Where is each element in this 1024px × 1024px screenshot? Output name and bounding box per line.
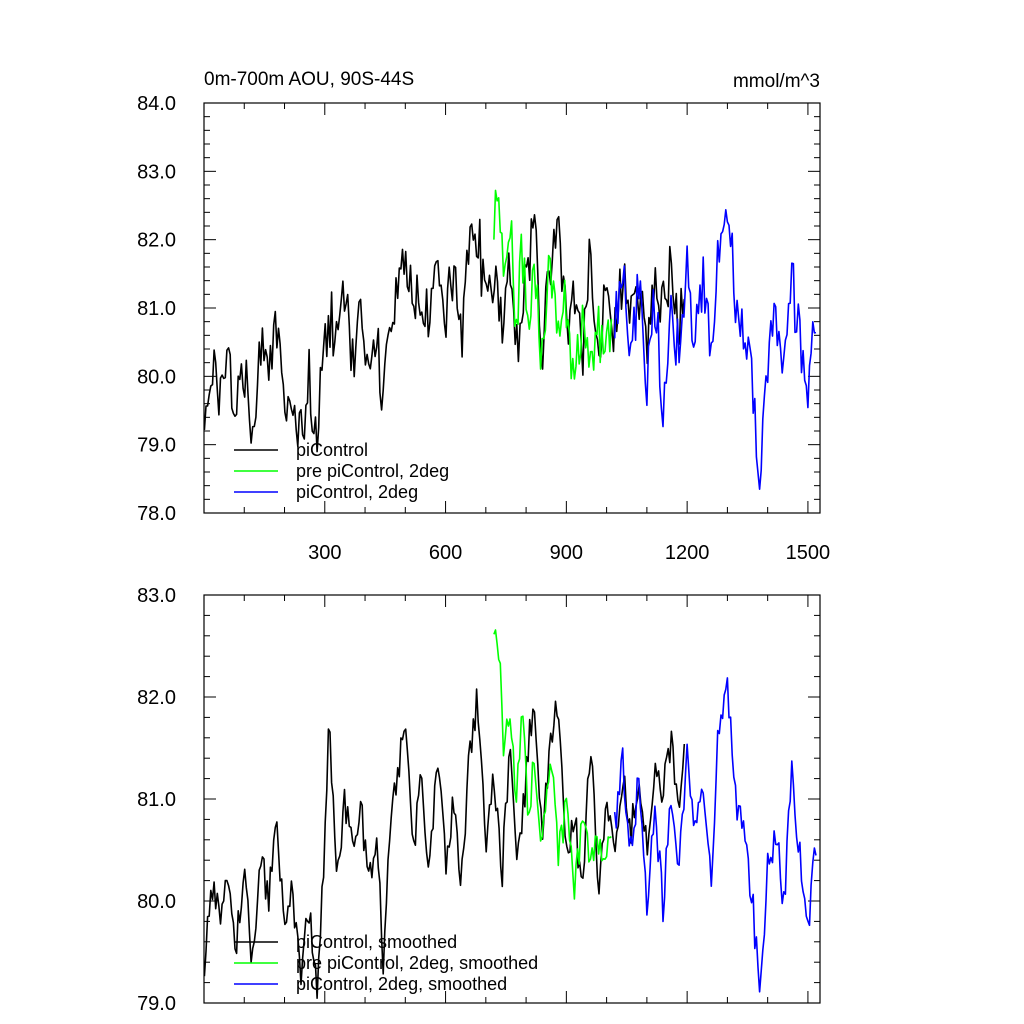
top-plot-area: 78.0 79.0 80.0 81.0 82.0 83.0 84.0 300 600 900 120…: [137, 93, 830, 564]
series-line-pre-picontrol-2deg: [493, 189, 613, 380]
top-panel: 0m-700m AOU, 90S-44S mmol/m^3 78.0 79.0 80…: [137, 69, 830, 564]
y-tick-label: 79.0: [137, 993, 176, 1015]
top-title-left: 0m-700m AOU, 90S-44S: [204, 69, 414, 90]
legend-label: piControl, smoothed: [296, 932, 457, 952]
y-tick-label: 83.0: [137, 585, 176, 607]
y-tick-label: 82.0: [137, 230, 176, 252]
y-tick-label: 80.0: [137, 891, 176, 913]
y-tick-label: 81.0: [137, 789, 176, 811]
top-title-right: mmol/m^3: [733, 71, 820, 92]
y-tick-label: 79.0: [137, 435, 176, 457]
series-line-picontrol-2deg-smoothed: [613, 677, 817, 993]
y-tick-label: 80.0: [137, 366, 176, 388]
y-tick-label: 81.0: [137, 298, 176, 320]
series-line-picontrol-2deg: [613, 209, 817, 490]
x-tick-label: 600: [429, 542, 462, 564]
legend-label: piControl, 2deg: [296, 482, 418, 502]
legend-label: piControl, 2deg, smoothed: [296, 974, 507, 994]
x-tick-label: 1200: [665, 542, 710, 564]
x-tick-label: 900: [550, 542, 583, 564]
x-tick-label: 1500: [786, 542, 831, 564]
x-tick-label: 300: [308, 542, 341, 564]
legend-label: pre piControl, 2deg, smoothed: [296, 953, 538, 973]
legend-label: piControl: [296, 440, 368, 460]
y-tick-label: 78.0: [137, 503, 176, 525]
series-line-pre-picontrol-2deg-smoothed: [493, 629, 612, 900]
y-tick-label: 83.0: [137, 161, 176, 183]
y-tick-label: 84.0: [137, 93, 176, 115]
series-line-picontrol-smoothed: [204, 688, 686, 999]
legend-label: pre piControl, 2deg: [296, 461, 449, 481]
y-tick-label: 82.0: [137, 687, 176, 709]
series-line-picontrol: [204, 214, 686, 453]
